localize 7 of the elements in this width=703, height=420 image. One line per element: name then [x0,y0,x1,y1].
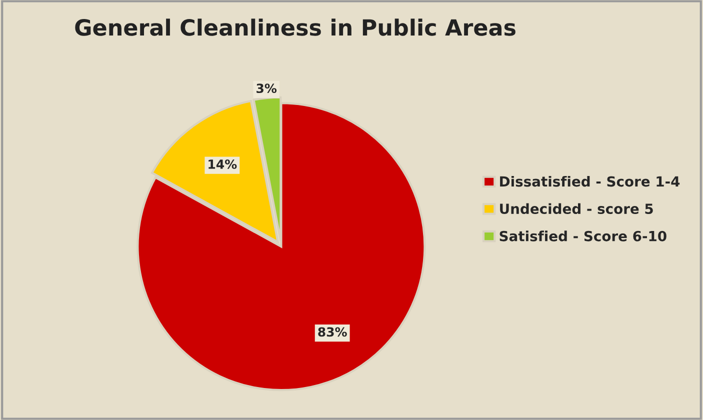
chart-title: General Cleanliness in Public Areas [75,18,516,36]
data-label: 14% [208,159,237,169]
legend-label: Dissatisfied - Score 1-4 [500,176,680,187]
legend-label: Undecided - score 5 [500,203,653,214]
legend-label: Satisfied - Score 6-10 [500,230,666,242]
data-label: 3% [256,84,277,94]
data-label: 83% [318,327,347,337]
